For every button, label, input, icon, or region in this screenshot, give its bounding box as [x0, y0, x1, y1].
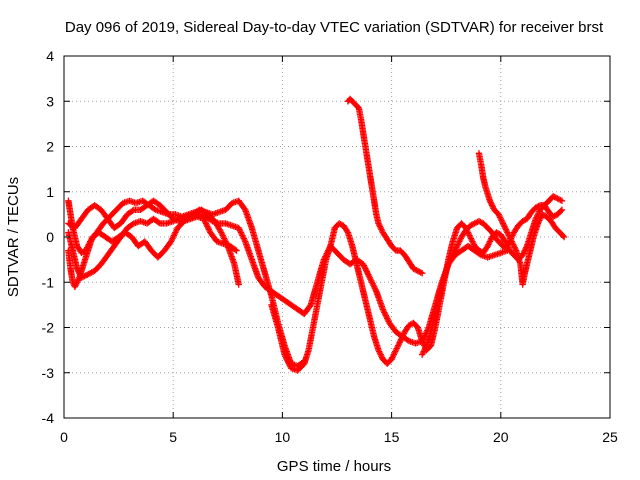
data-point [558, 197, 566, 204]
data-point [557, 207, 565, 215]
data-point [558, 206, 566, 214]
data-point [208, 217, 215, 224]
tick-labels: 0 5 10 15 20 25 -4 -3 -2 -1 0 1 2 3 4 [42, 48, 618, 445]
data-point [559, 232, 567, 240]
x-axis-label: GPS time / hours [277, 458, 391, 475]
y-tick-label: -1 [42, 274, 55, 290]
series-track-7 [475, 150, 568, 288]
y-tick-label: 2 [46, 139, 54, 155]
data-point [560, 233, 568, 241]
data-point [233, 247, 240, 254]
data-point [151, 205, 158, 213]
chart-title: Day 096 of 2019, Sidereal Day-to-day VTE… [65, 19, 604, 36]
data-point [155, 219, 162, 226]
data-point [129, 221, 136, 228]
y-axis-label: SDTVAR / TECUs [5, 177, 22, 297]
x-tick-label: 25 [602, 429, 618, 445]
y-tick-label: 1 [46, 184, 54, 200]
data-point [417, 269, 424, 276]
data-point [343, 227, 351, 235]
x-tick-label: 10 [275, 429, 291, 445]
y-tick-label: 4 [46, 48, 54, 64]
x-tick-label: 20 [493, 429, 509, 445]
data-points [65, 95, 568, 374]
series-track-6 [344, 95, 426, 277]
data-point [306, 302, 314, 310]
y-tick-label: -4 [42, 410, 55, 426]
y-tick-label: -2 [42, 320, 55, 336]
data-point [404, 336, 411, 344]
x-tick-label: 5 [169, 429, 177, 445]
y-tick-label: 0 [46, 229, 54, 245]
x-tick-label: 15 [384, 429, 400, 445]
data-point [557, 196, 564, 204]
y-tick-label: 3 [46, 93, 54, 109]
series-track-8 [418, 202, 566, 358]
data-point [232, 246, 239, 253]
data-point [235, 281, 242, 288]
axis-ticks [63, 55, 611, 419]
x-tick-label: 0 [60, 429, 68, 445]
data-point [129, 207, 136, 214]
data-point [535, 202, 542, 210]
data-point [418, 270, 426, 277]
data-point [241, 205, 248, 212]
y-tick-label: -3 [42, 365, 55, 381]
